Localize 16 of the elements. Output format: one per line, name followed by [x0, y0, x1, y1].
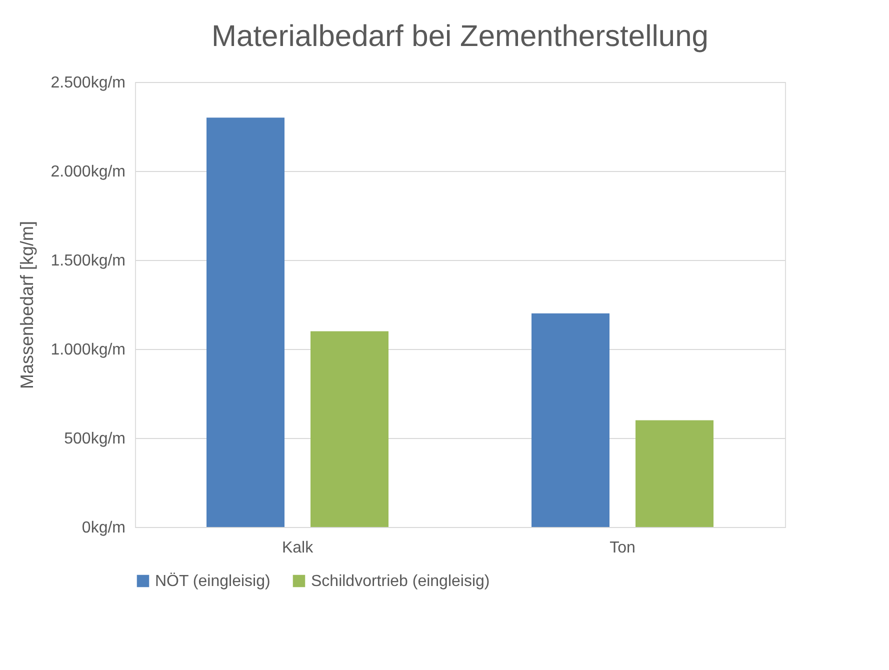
y-tick-label: 1.000kg/m — [50, 342, 126, 358]
y-tick-label: 2.500kg/m — [50, 74, 126, 92]
legend-label: Schildvortrieb (eingleisig) — [311, 573, 490, 590]
x-tick-label: Ton — [610, 540, 636, 556]
y-tick-label: 2.000kg/m — [50, 164, 126, 180]
bar — [532, 313, 610, 527]
y-tick-label: 500kg/m — [64, 430, 126, 448]
bar — [310, 331, 388, 527]
y-tick-label: 1.500kg/m — [50, 252, 126, 270]
y-axis-title: Massenbedarf [kg/m] — [16, 220, 37, 390]
y-tick-label: 0kg/m — [82, 520, 126, 536]
bar — [206, 118, 284, 527]
legend-label: NÖT (eingleisig) — [155, 572, 270, 590]
bar — [636, 420, 714, 527]
x-tick-label: Kalk — [282, 540, 314, 556]
chart-title: Materialbedarf bei Zementherstellung — [212, 20, 708, 53]
